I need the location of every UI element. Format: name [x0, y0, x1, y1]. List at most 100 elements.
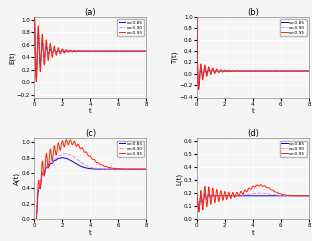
α=0.95: [142, 50, 146, 53]
α=0.90: [197, 209, 201, 212]
α=0.85: [243, 194, 246, 197]
Title: (d): (d): [247, 129, 259, 138]
α=0.90: [80, 161, 84, 164]
α=0.85: [197, 208, 201, 211]
α=0.90: [238, 70, 242, 73]
Line: α=0.95: α=0.95: [197, 5, 309, 90]
X-axis label: t: t: [89, 230, 92, 236]
α=0.90: [243, 70, 246, 73]
α=0.85: [144, 50, 148, 53]
α=0.90: [52, 48, 56, 51]
α=0.95: [52, 147, 56, 150]
α=0.95: [238, 70, 242, 73]
α=0.85: [195, 193, 199, 196]
α=0.95: [214, 68, 218, 71]
α=0.90: [52, 158, 56, 161]
α=0.90: [305, 194, 309, 197]
α=0.95: [45, 157, 49, 160]
Line: α=0.90: α=0.90: [197, 192, 309, 211]
α=0.95: [259, 183, 263, 186]
α=0.95: [130, 50, 134, 53]
α=0.95: [307, 70, 311, 73]
α=0.90: [293, 70, 296, 73]
α=0.85: [293, 194, 296, 197]
α=0.85: [52, 49, 56, 52]
α=0.85: [144, 168, 148, 171]
α=0.85: [34, 76, 38, 79]
α=0.90: [130, 168, 134, 171]
X-axis label: t: t: [89, 108, 92, 114]
Y-axis label: A(t): A(t): [13, 172, 20, 185]
α=0.95: [214, 190, 218, 193]
α=0.85: [197, 85, 201, 87]
α=0.90: [80, 50, 84, 53]
α=0.85: [305, 194, 309, 197]
α=0.85: [130, 168, 134, 171]
α=0.85: [208, 194, 212, 197]
α=0.90: [214, 69, 218, 72]
α=0.85: [80, 165, 84, 168]
Line: α=0.90: α=0.90: [34, 14, 146, 79]
α=0.85: [142, 50, 146, 53]
α=0.95: [197, 211, 201, 214]
α=0.90: [142, 50, 146, 53]
α=0.95: [243, 189, 246, 192]
α=0.85: [214, 69, 218, 72]
α=0.90: [208, 194, 212, 197]
α=0.85: [243, 70, 246, 73]
α=0.90: [130, 50, 134, 53]
α=0.90: [144, 168, 148, 171]
Legend: α=0.85, α=0.90, α=0.95: α=0.85, α=0.90, α=0.95: [280, 141, 307, 157]
α=0.85: [45, 166, 49, 169]
α=0.90: [76, 50, 79, 53]
α=0.95: [243, 69, 246, 72]
α=0.90: [307, 194, 311, 197]
α=0.95: [80, 146, 84, 149]
α=0.95: [142, 168, 146, 171]
Line: α=0.95: α=0.95: [197, 185, 309, 212]
Title: (b): (b): [247, 8, 259, 17]
α=0.90: [142, 168, 146, 171]
Title: (a): (a): [85, 8, 96, 17]
α=0.85: [130, 50, 134, 53]
Y-axis label: L(t): L(t): [176, 173, 183, 185]
α=0.90: [305, 70, 309, 73]
α=0.85: [142, 168, 146, 171]
α=0.90: [243, 193, 246, 196]
α=0.95: [32, 12, 36, 15]
α=0.90: [45, 48, 49, 51]
α=0.85: [52, 160, 56, 162]
α=0.95: [208, 68, 212, 71]
α=0.95: [52, 46, 56, 49]
α=0.85: [208, 69, 212, 72]
α=0.90: [45, 165, 49, 167]
α=0.90: [293, 194, 296, 197]
α=0.95: [305, 70, 309, 73]
α=0.85: [195, 6, 199, 9]
α=0.95: [197, 88, 201, 91]
α=0.95: [80, 49, 84, 52]
Legend: α=0.85, α=0.90, α=0.95: α=0.85, α=0.90, α=0.95: [280, 19, 307, 36]
Line: α=0.90: α=0.90: [197, 6, 309, 87]
α=0.95: [144, 168, 148, 171]
α=0.85: [32, 13, 36, 15]
α=0.85: [80, 50, 84, 53]
α=0.90: [34, 78, 38, 81]
Legend: α=0.85, α=0.90, α=0.95: α=0.85, α=0.90, α=0.95: [117, 141, 144, 157]
α=0.90: [195, 5, 199, 8]
α=0.95: [144, 50, 148, 53]
α=0.90: [144, 50, 148, 53]
α=0.90: [197, 86, 201, 89]
α=0.95: [76, 144, 79, 147]
X-axis label: t: t: [251, 230, 254, 236]
α=0.85: [76, 163, 79, 166]
α=0.95: [65, 138, 68, 141]
α=0.85: [61, 156, 64, 159]
α=0.90: [214, 194, 218, 196]
α=0.95: [293, 194, 296, 197]
Y-axis label: T(t): T(t): [171, 51, 178, 64]
α=0.90: [76, 158, 79, 161]
α=0.90: [238, 194, 242, 197]
α=0.95: [76, 50, 79, 53]
Line: α=0.85: α=0.85: [197, 194, 309, 210]
